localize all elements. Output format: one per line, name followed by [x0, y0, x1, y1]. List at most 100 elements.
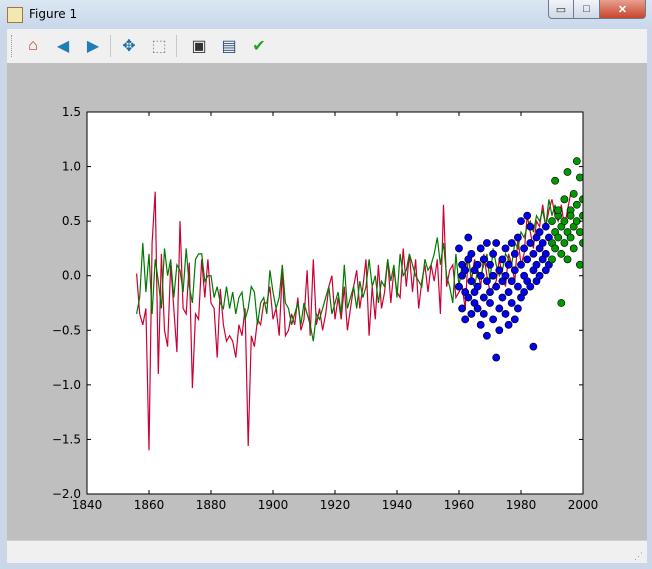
scatter-point [464, 293, 473, 302]
scatter-point [513, 282, 522, 291]
y-tick-label: 0.5 [62, 214, 81, 228]
maximize-button[interactable]: □ [574, 0, 600, 19]
window-title: Figure 1 [29, 7, 78, 21]
scatter-point [489, 315, 497, 324]
resize-grip-icon[interactable]: ⋰ [634, 551, 643, 561]
x-tick-label: 1940 [382, 498, 413, 512]
scatter-point [467, 277, 476, 286]
configure-subplots-button[interactable]: ▣ [187, 34, 211, 58]
scatter-point [554, 206, 563, 215]
scatter-point [461, 266, 470, 275]
scatter-point [482, 239, 491, 247]
scatter-point [461, 315, 470, 324]
scatter-point [554, 233, 563, 242]
scatter-point [501, 244, 510, 253]
scatter-point [510, 249, 519, 258]
scatter-point [529, 342, 538, 351]
edit-axis-button[interactable]: ✔ [247, 34, 271, 58]
scatter-point [523, 211, 532, 220]
scatter-point [473, 282, 482, 291]
axis-ticks: 1840 1860 1880 1900 1920 1940 1960 1980 2000 −2.0… [52, 105, 598, 512]
back-button[interactable]: ◀ [51, 34, 75, 58]
scatter-point [498, 255, 507, 264]
x-tick-label: 1920 [320, 498, 351, 512]
y-tick-label: −1.0 [52, 378, 81, 392]
forward-arrow-icon: ▶ [86, 38, 100, 55]
navigation-toolbar: ⌂ ◀ ▶ ✥ ⬚ ▣ ▤ ✔ [7, 29, 647, 64]
scatter-point [523, 255, 532, 264]
scatter-point [473, 304, 482, 313]
toolbar-separator [176, 35, 177, 57]
scatter-point [495, 266, 504, 275]
scatter-point [576, 173, 583, 182]
x-tick-label: 1840 [72, 498, 103, 512]
forward-button[interactable]: ▶ [81, 34, 105, 58]
scatter-point [579, 211, 583, 220]
scatter-point [579, 195, 583, 204]
scatter-point [551, 176, 559, 185]
scatter-point [492, 239, 501, 247]
scatter-point [492, 282, 501, 291]
scatter-point [467, 310, 476, 318]
save-floppy-icon: ▤ [221, 38, 237, 55]
scatter-point [579, 239, 583, 247]
scatter-point [473, 260, 482, 269]
scatter-point [541, 222, 550, 231]
save-figure-button[interactable]: ▤ [217, 34, 241, 58]
scatter-point [566, 211, 575, 220]
scatter-point [535, 228, 544, 236]
toolbar-grip[interactable] [11, 35, 15, 57]
scatter-point [569, 244, 578, 253]
toolbar-separator [110, 35, 111, 57]
scatter-point [476, 320, 485, 329]
scatter-point [479, 293, 488, 302]
x-tick-label: 1880 [196, 498, 227, 512]
window-frame-right [647, 29, 652, 569]
scatter-point [569, 189, 578, 198]
scatter-point [507, 277, 516, 286]
scatter-point [486, 299, 494, 307]
scatter-point [560, 195, 569, 204]
back-arrow-icon: ◀ [56, 38, 70, 55]
scatter-point [526, 282, 535, 291]
scatter-point [479, 310, 488, 318]
x-tick-label: 1900 [258, 498, 289, 512]
scatter-point [563, 168, 572, 176]
scatter-point [551, 244, 559, 253]
scatter-point [489, 271, 497, 280]
scatter-point [495, 304, 504, 313]
y-tick-label: −0.5 [52, 323, 81, 337]
scatter-point [532, 260, 541, 269]
scatter-point [526, 239, 535, 247]
pan-move-icon: ✥ [122, 38, 136, 55]
scatter-point [476, 244, 485, 253]
minimize-button[interactable]: ▭ [548, 0, 574, 19]
scatter-point [510, 266, 519, 275]
y-tick-label: 0.0 [62, 269, 81, 283]
scatter-point [563, 255, 572, 264]
y-tick-label: −2.0 [52, 487, 81, 501]
pan-button[interactable]: ✥ [117, 34, 141, 58]
scatter-point [576, 260, 583, 269]
scatter-point [467, 249, 476, 258]
figure-app-icon [7, 7, 23, 23]
scatter-point [517, 260, 525, 269]
figure-canvas[interactable]: 1840 1860 1880 1900 1920 1940 1960 1980 2000 −2.0… [7, 63, 647, 540]
scatter-point [513, 233, 522, 242]
scatter-point [504, 260, 513, 269]
scatter-point [535, 271, 544, 280]
close-button[interactable]: ✕ [600, 0, 646, 19]
scatter-point [495, 326, 504, 335]
home-button[interactable]: ⌂ [21, 34, 45, 58]
x-tick-label: 1860 [134, 498, 165, 512]
chart-svg[interactable]: 1840 1860 1880 1900 1920 1940 1960 1980 2000 −2.0… [7, 63, 647, 540]
title-bar[interactable]: Figure 1 ▭ □ ✕ [0, 0, 652, 30]
scatter-point [548, 217, 556, 226]
zoom-button[interactable]: ⬚ [147, 34, 171, 58]
y-tick-label: −1.5 [52, 432, 81, 446]
home-icon: ⌂ [28, 37, 38, 54]
scatter-point [464, 233, 473, 242]
scatter-point [489, 249, 497, 258]
scatter-point [520, 244, 528, 253]
